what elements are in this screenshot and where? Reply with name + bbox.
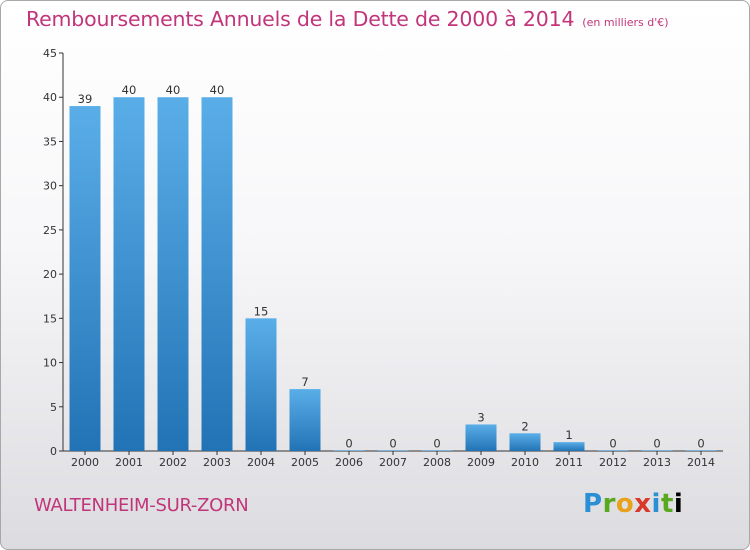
x-tick-label: 2004 [247,456,275,469]
bar[interactable] [685,450,717,451]
x-tick-label: 2003 [203,456,231,469]
bar[interactable] [69,106,101,452]
bar-value-label: 0 [653,436,660,450]
bar-value-label: 40 [122,83,137,97]
logo-letter: o [615,489,635,519]
logo-letter: t [660,489,674,519]
x-tick-label: 2010 [511,456,539,469]
value-labels: 39 40 40 40 15 7 0 0 0 3 2 1 0 0 0 [78,83,705,450]
bar[interactable] [377,450,409,451]
x-tick-label: 2013 [643,456,671,469]
commune-name: WALTENHEIM-SUR-ZORN [34,495,249,516]
bar[interactable] [157,97,189,451]
x-tick-label: 2006 [335,456,363,469]
y-tick-label: 15 [43,312,57,325]
y-tick-label: 25 [43,224,57,237]
x-tick-label: 2000 [71,456,99,469]
bar-value-label: 0 [609,436,616,450]
bar[interactable] [553,442,585,451]
logo-letter: r [602,489,616,519]
x-tick-label: 2001 [115,456,143,469]
bar-value-label: 0 [697,436,704,450]
bar-value-label: 39 [78,92,93,106]
bar-value-label: 1 [565,428,572,442]
bar-value-label: 2 [521,419,528,433]
bar[interactable] [113,97,145,451]
bar-value-label: 40 [166,83,181,97]
bar[interactable] [289,389,321,451]
bar[interactable] [421,450,453,451]
chart-unit: (en milliers d'€) [582,16,669,29]
x-tick-label: 2011 [555,456,583,469]
logo-letter: P [583,489,603,519]
bar[interactable] [333,450,365,451]
bar[interactable] [509,433,541,451]
bars [69,97,717,452]
x-tick-label: 2008 [423,456,451,469]
bar-value-label: 3 [477,410,484,424]
x-tick-label: 2012 [599,456,627,469]
y-tick-label: 45 [43,47,57,60]
logo-letter: i [651,489,661,519]
x-tick-label: 2002 [159,456,187,469]
x-tick-label: 2014 [687,456,715,469]
x-tick-label: 2009 [467,456,495,469]
bar[interactable] [597,450,629,451]
chart-title: Remboursements Annuels de la Dette de 20… [26,7,575,31]
bar[interactable] [641,450,673,451]
x-axis: 2000 2001 2002 2003 2004 2005 2006 2007 2008 2009… [63,450,723,469]
x-tick-label: 2007 [379,456,407,469]
bar-value-label: 15 [254,304,269,318]
bar[interactable] [465,424,497,451]
bar[interactable] [201,97,233,451]
y-tick-label: 10 [43,357,57,370]
logo-letter: x [634,489,652,519]
proxiti-logo[interactable]: Proxiti [583,489,683,519]
y-tick-label: 30 [43,180,57,193]
bar-value-label: 40 [210,83,225,97]
bar-value-label: 0 [345,436,352,450]
y-tick-label: 0 [50,445,57,458]
bar-value-label: 0 [389,436,396,450]
logo-letter: i [673,489,684,519]
y-tick-label: 20 [43,268,57,281]
title-row: Remboursements Annuels de la Dette de 20… [26,7,669,31]
y-axis: 0 5 10 15 20 25 30 35 40 45 [43,47,64,458]
y-tick-label: 5 [50,401,57,414]
bar-value-label: 0 [433,436,440,450]
bar-value-label: 7 [301,375,308,389]
y-tick-label: 35 [43,135,57,148]
y-tick-label: 40 [43,91,57,104]
bar[interactable] [245,318,277,451]
x-tick-label: 2005 [291,456,319,469]
